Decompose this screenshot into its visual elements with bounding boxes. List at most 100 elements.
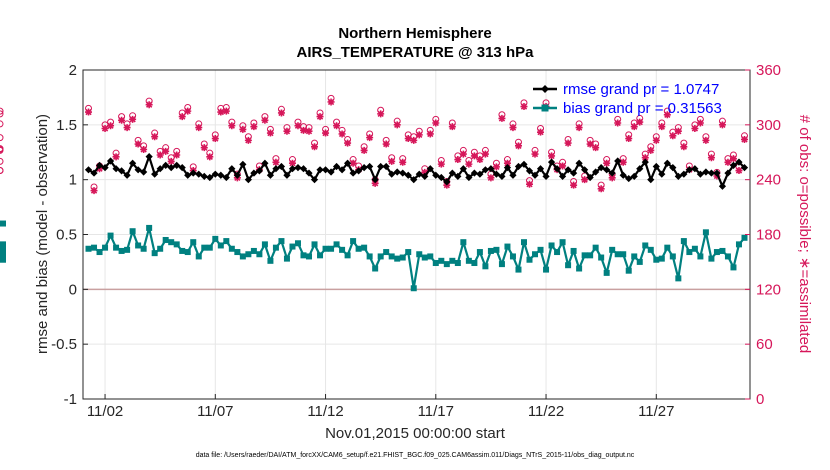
obs-assimilated-point (404, 135, 412, 143)
legend-bias-marker (541, 104, 549, 112)
obs-assimilated-point (90, 187, 98, 195)
rmse-point (84, 166, 93, 174)
rmse-point (647, 176, 655, 184)
bias-point (96, 249, 103, 256)
bias-point (135, 242, 142, 249)
obs-assimilated-point (548, 152, 556, 160)
obs-assimilated-point (432, 119, 440, 127)
obs-assimilated-point (211, 135, 219, 143)
obs-assimilated-point (344, 139, 352, 147)
legend: rmse grand pr = 1.0747 bias grand pr = 0… (533, 81, 722, 117)
bias-point (653, 256, 660, 263)
obs-assimilated-point (410, 136, 418, 144)
rmse-point (228, 165, 236, 173)
chart-title: Northern Hemisphere (338, 25, 491, 42)
bias-point (686, 249, 693, 256)
rmse-point (702, 168, 710, 176)
bias-point (157, 245, 164, 252)
bias-point (565, 262, 572, 269)
obs-assimilated-point (184, 107, 192, 115)
obs-assimilated-point (465, 160, 473, 168)
bias-point (256, 251, 263, 258)
y-tick-label: 2 (69, 62, 77, 79)
obs-assimilated-point (107, 122, 115, 130)
obs-assimilated-point (162, 147, 170, 155)
obs-assimilated-point (614, 119, 622, 127)
rmse-point (189, 169, 197, 177)
rmse-point (509, 171, 517, 179)
obs-possible-point (0, 167, 4, 175)
rmse-point (305, 169, 313, 177)
rmse-point (603, 166, 611, 174)
obs-assimilated-point (437, 160, 445, 168)
rmse-point (184, 171, 192, 179)
bias-point (294, 240, 301, 247)
obs-assimilated-point (101, 124, 109, 132)
rmse-point (123, 171, 131, 179)
bias-point (372, 265, 379, 272)
bias-point (548, 242, 555, 249)
bias-point (113, 244, 120, 251)
rmse-point (465, 173, 473, 182)
x-tick-label: 11/27 (638, 403, 674, 420)
rmse-point (294, 164, 302, 172)
bias-point (173, 241, 180, 248)
right-axis-ticks: 0 60 120 180 240 300 360 (745, 62, 781, 408)
obs-assimilated-point (586, 140, 594, 148)
rmse-point (658, 170, 666, 178)
rmse-point (195, 170, 203, 178)
obs-assimilated-point (388, 157, 396, 165)
obs-assimilated-point (696, 119, 704, 127)
bias-point (576, 265, 583, 272)
plot-series (0, 95, 749, 292)
obs-assimilated-point (652, 136, 660, 144)
obs-assimilated-point (173, 151, 181, 159)
obs-assimilated-point (305, 127, 313, 135)
rmse-point (663, 159, 671, 167)
y-tick-label: -0.5 (51, 336, 77, 353)
bias-point (355, 245, 362, 252)
rmse-point (669, 164, 677, 172)
rmse-point (261, 159, 269, 167)
bias-point (532, 251, 539, 258)
obs-assimilated-point (333, 122, 341, 130)
obs-assimilated-point (327, 98, 335, 106)
bias-point (366, 253, 373, 260)
x-axis-ticks: 11/02 11/07 11/12 11/17 11/22 11/27 (87, 394, 675, 420)
obs-assimilated-point (338, 130, 346, 138)
rmse-point (393, 168, 401, 176)
rmse-point (437, 173, 445, 182)
obs-assimilated-point (426, 130, 434, 138)
bias-point (311, 241, 318, 248)
legend-bias-label: bias grand pr = 0.31563 (563, 100, 722, 117)
obs-assimilated-point (145, 101, 153, 109)
obs-assimilated-point (239, 125, 247, 133)
rmse-point (680, 170, 688, 178)
y-right-tick-label: 60 (756, 336, 773, 353)
bias-point (719, 247, 726, 254)
bias-point (471, 260, 478, 267)
obs-assimilated-point (724, 158, 732, 166)
obs-assimilated-point (625, 135, 633, 143)
bias-point (388, 253, 395, 260)
bias-point (697, 253, 704, 260)
rmse-point (487, 165, 495, 173)
bias-point (306, 253, 313, 260)
bias-point (350, 238, 357, 245)
rmse-point (101, 164, 109, 172)
bias-point (118, 247, 125, 254)
obs-assimilated-point (399, 158, 407, 166)
bias-point (206, 244, 213, 251)
left-axis-ticks: -1 -0.5 0 0.5 1 1.5 2 (51, 62, 88, 408)
obs-assimilated-point (740, 135, 748, 143)
bias-point (195, 253, 202, 260)
rmse-point (349, 169, 357, 177)
rmse-point (140, 168, 148, 176)
rmse-point (272, 165, 280, 173)
rmse-point (211, 170, 219, 178)
rmse-point (299, 165, 308, 173)
bias-point (669, 253, 676, 260)
bias-point (664, 244, 671, 251)
obs-assimilated-point (415, 131, 423, 139)
rmse-point (283, 171, 291, 179)
